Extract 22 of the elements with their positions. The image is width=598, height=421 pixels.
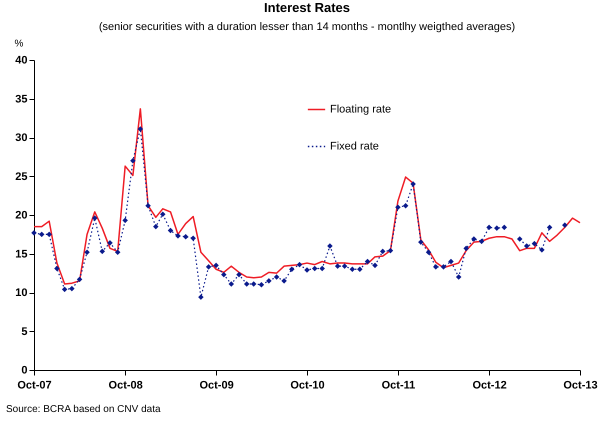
x-tick-label: Oct-13 — [563, 380, 598, 392]
source-note: Source: BCRA based on CNV data — [6, 404, 161, 415]
x-tick-label: Oct-09 — [199, 380, 234, 392]
legend-label: Floating rate — [330, 104, 392, 116]
x-tick-label: Oct-12 — [472, 380, 507, 392]
y-tick-label: 15 — [15, 248, 28, 260]
chart-subtitle: (senior securities with a duration lesser than 14 months - montlhy weigthed averages) — [98, 21, 516, 33]
y-axis-title: % — [14, 38, 24, 50]
y-tick-label: 35 — [15, 93, 28, 106]
y-tick-label: 10 — [15, 287, 28, 299]
y-tick-label: 20 — [15, 210, 28, 222]
y-tick-label: 40 — [15, 54, 28, 66]
y-tick-label: 30 — [15, 132, 28, 144]
y-tick-label: 5 — [21, 326, 28, 338]
legend-label: Fixed rate — [330, 140, 379, 152]
chart-title: Interest Rates — [264, 0, 350, 15]
y-tick-label: 25 — [15, 170, 28, 183]
x-tick-label: Oct-08 — [108, 380, 143, 392]
x-tick-label: Oct-11 — [382, 380, 416, 392]
x-tick-label: Oct-10 — [290, 380, 325, 392]
x-tick-label: Oct-07 — [17, 380, 52, 392]
y-tick-label: 0 — [21, 364, 28, 376]
